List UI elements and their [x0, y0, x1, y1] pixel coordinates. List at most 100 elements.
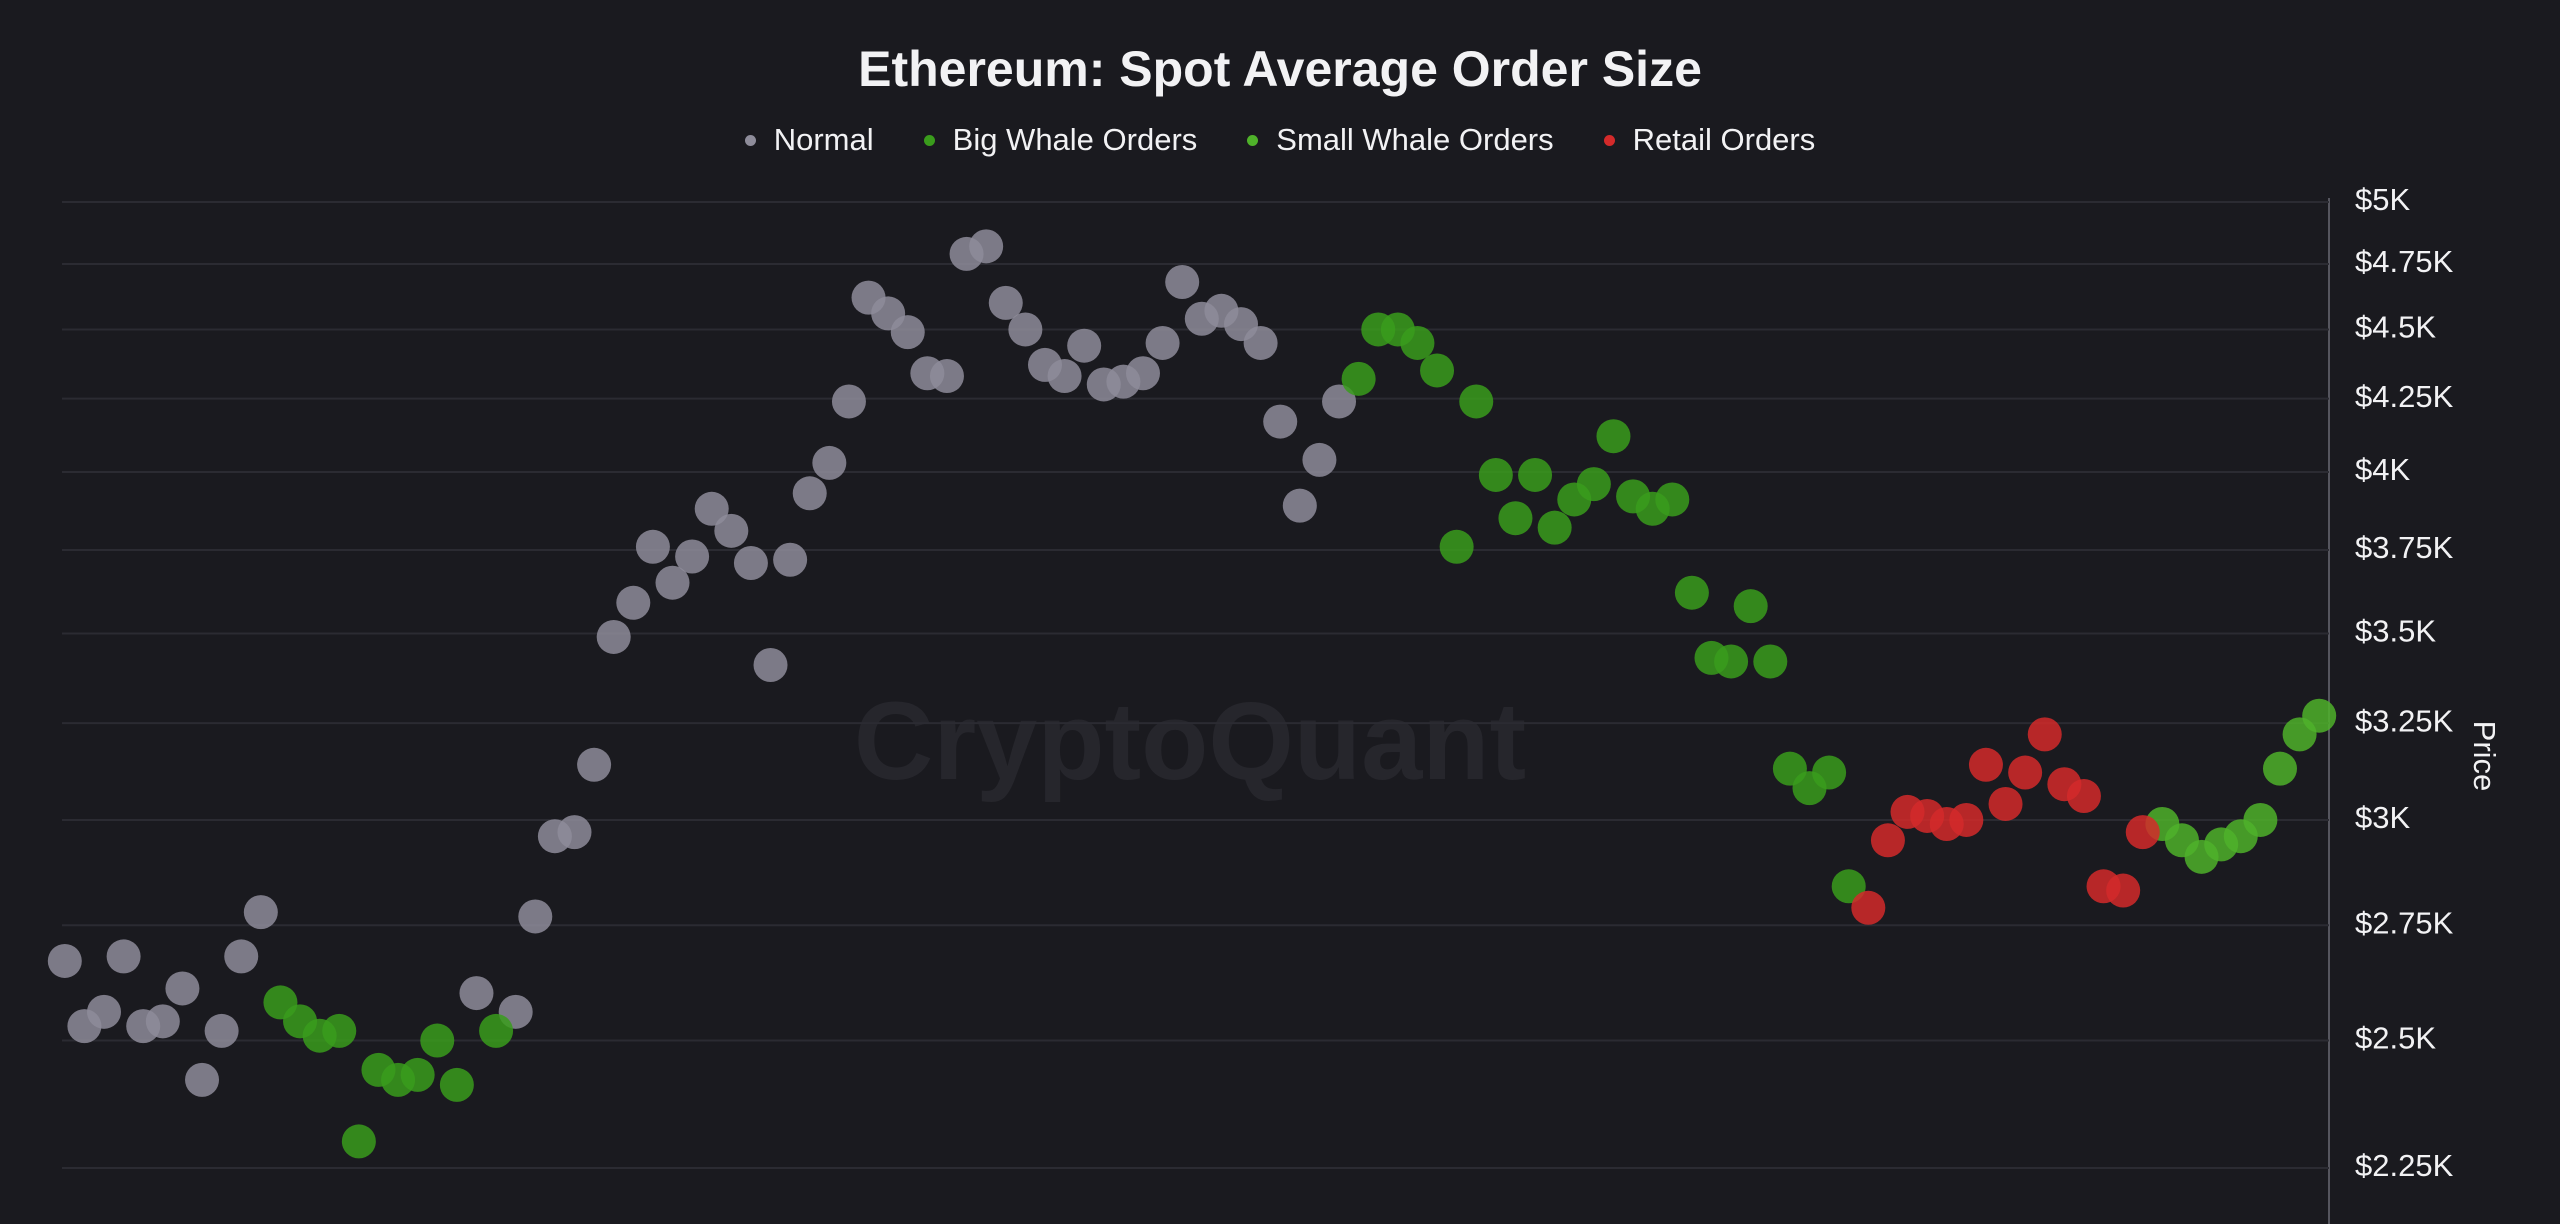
- legend-item: Small Whale Orders: [1247, 122, 1554, 158]
- point: [890, 315, 925, 350]
- y-tick-label: $2.5K: [2355, 1021, 2436, 1056]
- point: [479, 1013, 514, 1048]
- point: [459, 976, 494, 1011]
- point: [1439, 529, 1474, 564]
- point: [145, 1004, 180, 1039]
- point: [1165, 265, 1200, 300]
- point: [1125, 356, 1160, 391]
- point: [812, 445, 847, 480]
- point: [714, 513, 749, 548]
- point: [224, 939, 259, 974]
- point: [1047, 359, 1082, 394]
- y-tick-label: $5K: [2355, 182, 2410, 217]
- point: [675, 539, 710, 574]
- point: [988, 285, 1023, 320]
- point: [1831, 869, 1866, 904]
- point: [1067, 328, 1102, 363]
- y-tick-label: $4.75K: [2355, 244, 2454, 279]
- point: [87, 994, 122, 1029]
- point: [1518, 457, 1553, 492]
- y-tick-label: $2.25K: [2355, 1148, 2454, 1183]
- point: [106, 939, 141, 974]
- legend-label: Small Whale Orders: [1276, 122, 1554, 157]
- point: [1282, 488, 1317, 523]
- point: [2027, 717, 2062, 752]
- point: [1243, 325, 1278, 360]
- point: [47, 943, 82, 978]
- point: [2008, 755, 2043, 790]
- legend-item: Big Whale Orders: [923, 122, 1197, 158]
- y-axis-label: Price: [2467, 721, 2502, 792]
- point: [557, 815, 592, 850]
- point: [753, 648, 788, 683]
- point: [1596, 419, 1631, 454]
- point: [577, 747, 612, 782]
- point: [243, 895, 278, 930]
- legend-item: Normal: [744, 122, 874, 158]
- point: [1263, 404, 1298, 439]
- point: [2066, 779, 2101, 814]
- legend-marker: [1603, 134, 1615, 146]
- point: [1322, 384, 1357, 419]
- y-tick-label: $4.25K: [2355, 379, 2454, 414]
- point: [1498, 501, 1533, 536]
- point: [616, 585, 651, 620]
- point: [1655, 482, 1690, 517]
- y-tick-label: $4.5K: [2355, 310, 2436, 345]
- point: [1851, 890, 1886, 925]
- point: [185, 1062, 220, 1097]
- point: [2262, 751, 2297, 786]
- point: [773, 542, 808, 577]
- point: [655, 565, 690, 600]
- point: [694, 491, 729, 526]
- point: [969, 229, 1004, 264]
- point: [733, 545, 768, 580]
- point: [1459, 384, 1494, 419]
- point: [1968, 747, 2003, 782]
- y-tick-label: $3K: [2355, 800, 2410, 835]
- point: [1478, 457, 1513, 492]
- y-tick-label: $3.75K: [2355, 530, 2454, 565]
- point: [420, 1023, 455, 1058]
- point: [439, 1067, 474, 1102]
- point: [1341, 361, 1376, 396]
- point: [1988, 786, 2023, 821]
- point: [1145, 325, 1180, 360]
- point: [1733, 589, 1768, 624]
- point: [2125, 815, 2160, 850]
- point: [165, 971, 200, 1006]
- point: [1302, 442, 1337, 477]
- point: [2302, 698, 2337, 733]
- legend-marker: [744, 134, 756, 146]
- y-tick-label: $4K: [2355, 452, 2410, 487]
- point: [1753, 644, 1788, 679]
- point: [518, 899, 553, 934]
- legend: Normal Big Whale Orders Small Whale Orders…: [0, 122, 2560, 158]
- point: [831, 384, 866, 419]
- point: [1576, 467, 1611, 502]
- y-tick-label: $3.25K: [2355, 703, 2454, 738]
- point: [1870, 823, 1905, 858]
- point: [400, 1057, 435, 1092]
- point: [322, 1013, 357, 1048]
- point: [1537, 510, 1572, 545]
- legend-item: Retail Orders: [1603, 122, 1815, 158]
- y-tick-label: $2.75K: [2355, 905, 2454, 940]
- point: [2106, 873, 2141, 908]
- watermark: CryptoQuant: [854, 680, 1526, 803]
- chart-title: Ethereum: Spot Average Order Size: [858, 41, 1702, 97]
- point: [929, 359, 964, 394]
- point: [1400, 325, 1435, 360]
- point: [635, 529, 670, 564]
- legend-marker: [1247, 134, 1259, 146]
- point: [341, 1124, 376, 1159]
- legend-marker: [923, 134, 935, 146]
- point: [1420, 353, 1455, 388]
- point: [1949, 802, 1984, 837]
- point: [1674, 575, 1709, 610]
- point: [596, 619, 631, 654]
- point: [2243, 802, 2278, 837]
- legend-label: Normal: [773, 122, 874, 157]
